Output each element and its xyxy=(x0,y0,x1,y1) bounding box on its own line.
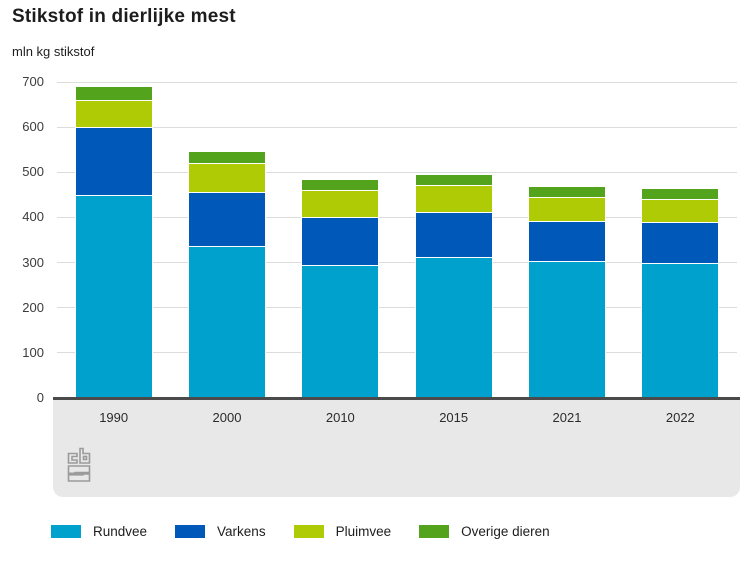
x-tick-label: 2010 xyxy=(325,410,355,425)
y-tick-label: 200 xyxy=(22,299,44,315)
legend-label: Rundvee xyxy=(93,524,148,539)
legend-item-rundvee[interactable]: Rundvee xyxy=(51,524,147,539)
bar-segment-overige-dieren xyxy=(642,188,719,199)
legend-swatch xyxy=(419,525,450,538)
gridline xyxy=(57,307,737,309)
legend-item-varkens[interactable]: Varkens xyxy=(175,524,266,539)
legend-item-pluimvee[interactable]: Pluimvee xyxy=(293,524,392,539)
bar-segment-rundvee xyxy=(189,245,265,398)
x-tick-label: 1990 xyxy=(99,410,129,425)
legend-label: Overige dieren xyxy=(461,524,550,539)
legend-swatch xyxy=(51,525,81,538)
gridline xyxy=(57,352,737,354)
x-axis-band xyxy=(53,397,740,497)
x-tick-label: 2015 xyxy=(439,410,469,425)
bar-segment-rundvee xyxy=(415,256,492,398)
legend-swatch xyxy=(175,525,206,538)
bar-segment-pluimvee xyxy=(415,184,492,212)
y-tick-label: 0 xyxy=(36,390,44,405)
bar-segment-pluimvee xyxy=(189,163,265,192)
bar-segment-pluimvee xyxy=(642,198,719,223)
cbs-logo-icon xyxy=(67,447,91,482)
x-tick-label: 2000 xyxy=(212,410,242,425)
bar-segment-varkens xyxy=(302,216,379,265)
bar-segment-overige-dieren xyxy=(415,174,492,185)
bar-segment-varkens xyxy=(415,211,492,257)
bar-segment-pluimvee xyxy=(529,197,605,221)
bar-segment-overige-dieren xyxy=(529,186,605,198)
gridline xyxy=(57,126,737,128)
y-tick-label: 500 xyxy=(22,164,44,180)
legend-label: Pluimvee xyxy=(335,524,392,539)
x-tick-label: 2022 xyxy=(665,410,695,425)
bar-segment-varkens xyxy=(75,127,152,195)
legend-item-overige-dieren[interactable]: Overige dieren xyxy=(419,524,550,539)
gridline xyxy=(57,171,737,173)
bar-segment-varkens xyxy=(642,222,719,263)
bar-segment-overige-dieren xyxy=(189,152,265,164)
bar-segment-overige-dieren xyxy=(302,179,379,190)
bar-segment-pluimvee xyxy=(302,189,379,217)
legend: Rundvee Varkens Pluimvee Overige dieren xyxy=(51,524,550,539)
gridline xyxy=(57,262,737,264)
bar-segment-varkens xyxy=(189,191,265,246)
bar-segment-varkens xyxy=(529,220,605,261)
gridline xyxy=(57,216,737,218)
y-tick-label: 400 xyxy=(22,209,44,225)
y-tick-label: 600 xyxy=(22,119,44,135)
bar-segment-rundvee xyxy=(642,262,719,398)
gridline xyxy=(57,81,737,83)
y-tick-label: 100 xyxy=(22,344,44,360)
legend-swatch xyxy=(293,525,324,538)
bar-segment-pluimvee xyxy=(75,99,152,128)
bar-segment-rundvee xyxy=(302,264,379,398)
bar-segment-rundvee xyxy=(75,194,152,398)
chart-title: Stikstof in dierlijke mest xyxy=(12,6,236,27)
bar-segment-rundvee xyxy=(529,260,605,398)
y-axis-unit-label: mln kg stikstof xyxy=(12,44,95,59)
bar-segment-overige-dieren xyxy=(75,86,152,100)
y-tick-label: 300 xyxy=(22,254,44,270)
y-tick-label: 700 xyxy=(22,74,44,89)
legend-label: Varkens xyxy=(217,524,266,539)
x-tick-label: 2021 xyxy=(552,410,582,425)
